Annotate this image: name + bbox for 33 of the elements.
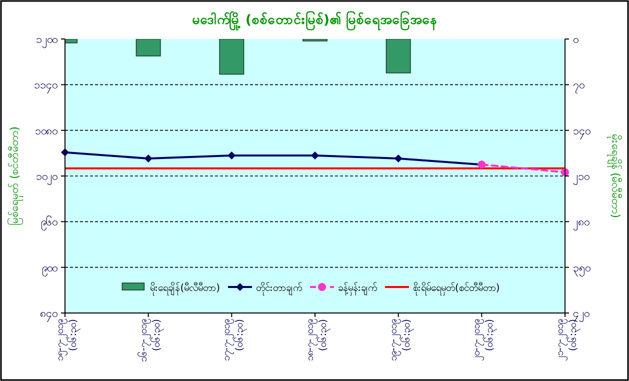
y2-tick-label: ၀ — [573, 33, 578, 46]
legend-label: မိုးရေချိန်(မီလီမီတာ) — [150, 281, 220, 296]
y-axis-title: မြစ်ရေမှတ် (စင်တီမီတာ) — [7, 126, 23, 226]
y-tick-label: ၁၂၀၀ — [36, 33, 57, 48]
y2-tick-label: ၃၅၀ — [573, 261, 590, 276]
y-tick-label: ၁၁၄၀ — [34, 78, 57, 94]
y2-tick-label: ၂၈၀ — [573, 216, 589, 231]
chart-title: မဒေါက်မြို့ (စစ်တောင်းမြစ်)၏ မြစ်ရေအခြေအနေ — [192, 10, 438, 31]
bar — [219, 39, 244, 75]
y-tick-label: ၁၀၂၀ — [36, 170, 57, 185]
legend-label: စိုးရိမ်ရေမှတ်(စင်တီမီတာ) — [413, 281, 500, 296]
y2-tick-label: ၂၁၀ — [573, 170, 589, 185]
y2-tick-label: ၇၀ — [573, 78, 584, 94]
point — [144, 154, 152, 162]
point — [228, 151, 236, 160]
y-tick-label: ၉၆၀ — [41, 216, 57, 231]
y2-tick-label: ၁၄၀ — [573, 124, 590, 140]
y-tick-label: ၉၀၀ — [42, 261, 57, 276]
y-tick-label: ၈၄၀ — [40, 307, 57, 322]
bar — [136, 39, 161, 56]
x-tick-label: ၁၈-၇-၂၀၁၉ (၀၆:၃၀) — [305, 318, 331, 362]
y-tick-label: ၁၀၈၀ — [35, 124, 57, 138]
x-tick-label: ၂၀-၇-၂၀၁၉ (၀၆:၃၀) — [472, 318, 498, 362]
x-tick-label: ၁၇-၇-၂၀၁၉ (၀၆:၃၀) — [222, 318, 248, 362]
y2-axis-title: မိုးရေချိန် (မီလီမီတာ) — [607, 134, 622, 218]
legend-label: ခန့်မှန်းချက် — [338, 281, 377, 296]
legend-label: တိုင်းတာချက် — [256, 281, 302, 296]
x-tick-label: ၁၆-၇-၂၀၁၉ (၀၆:၃၀) — [136, 318, 164, 362]
x-tick-label: ၁၉-၇-၂၀၁၉ (၀၆:၃၀) — [388, 318, 414, 362]
point — [311, 151, 319, 160]
bar — [386, 39, 411, 74]
x-tick-label: ၁၅-၇-၂၀၁၉ (၀၆:၃၀) — [55, 318, 81, 362]
point — [394, 154, 402, 162]
